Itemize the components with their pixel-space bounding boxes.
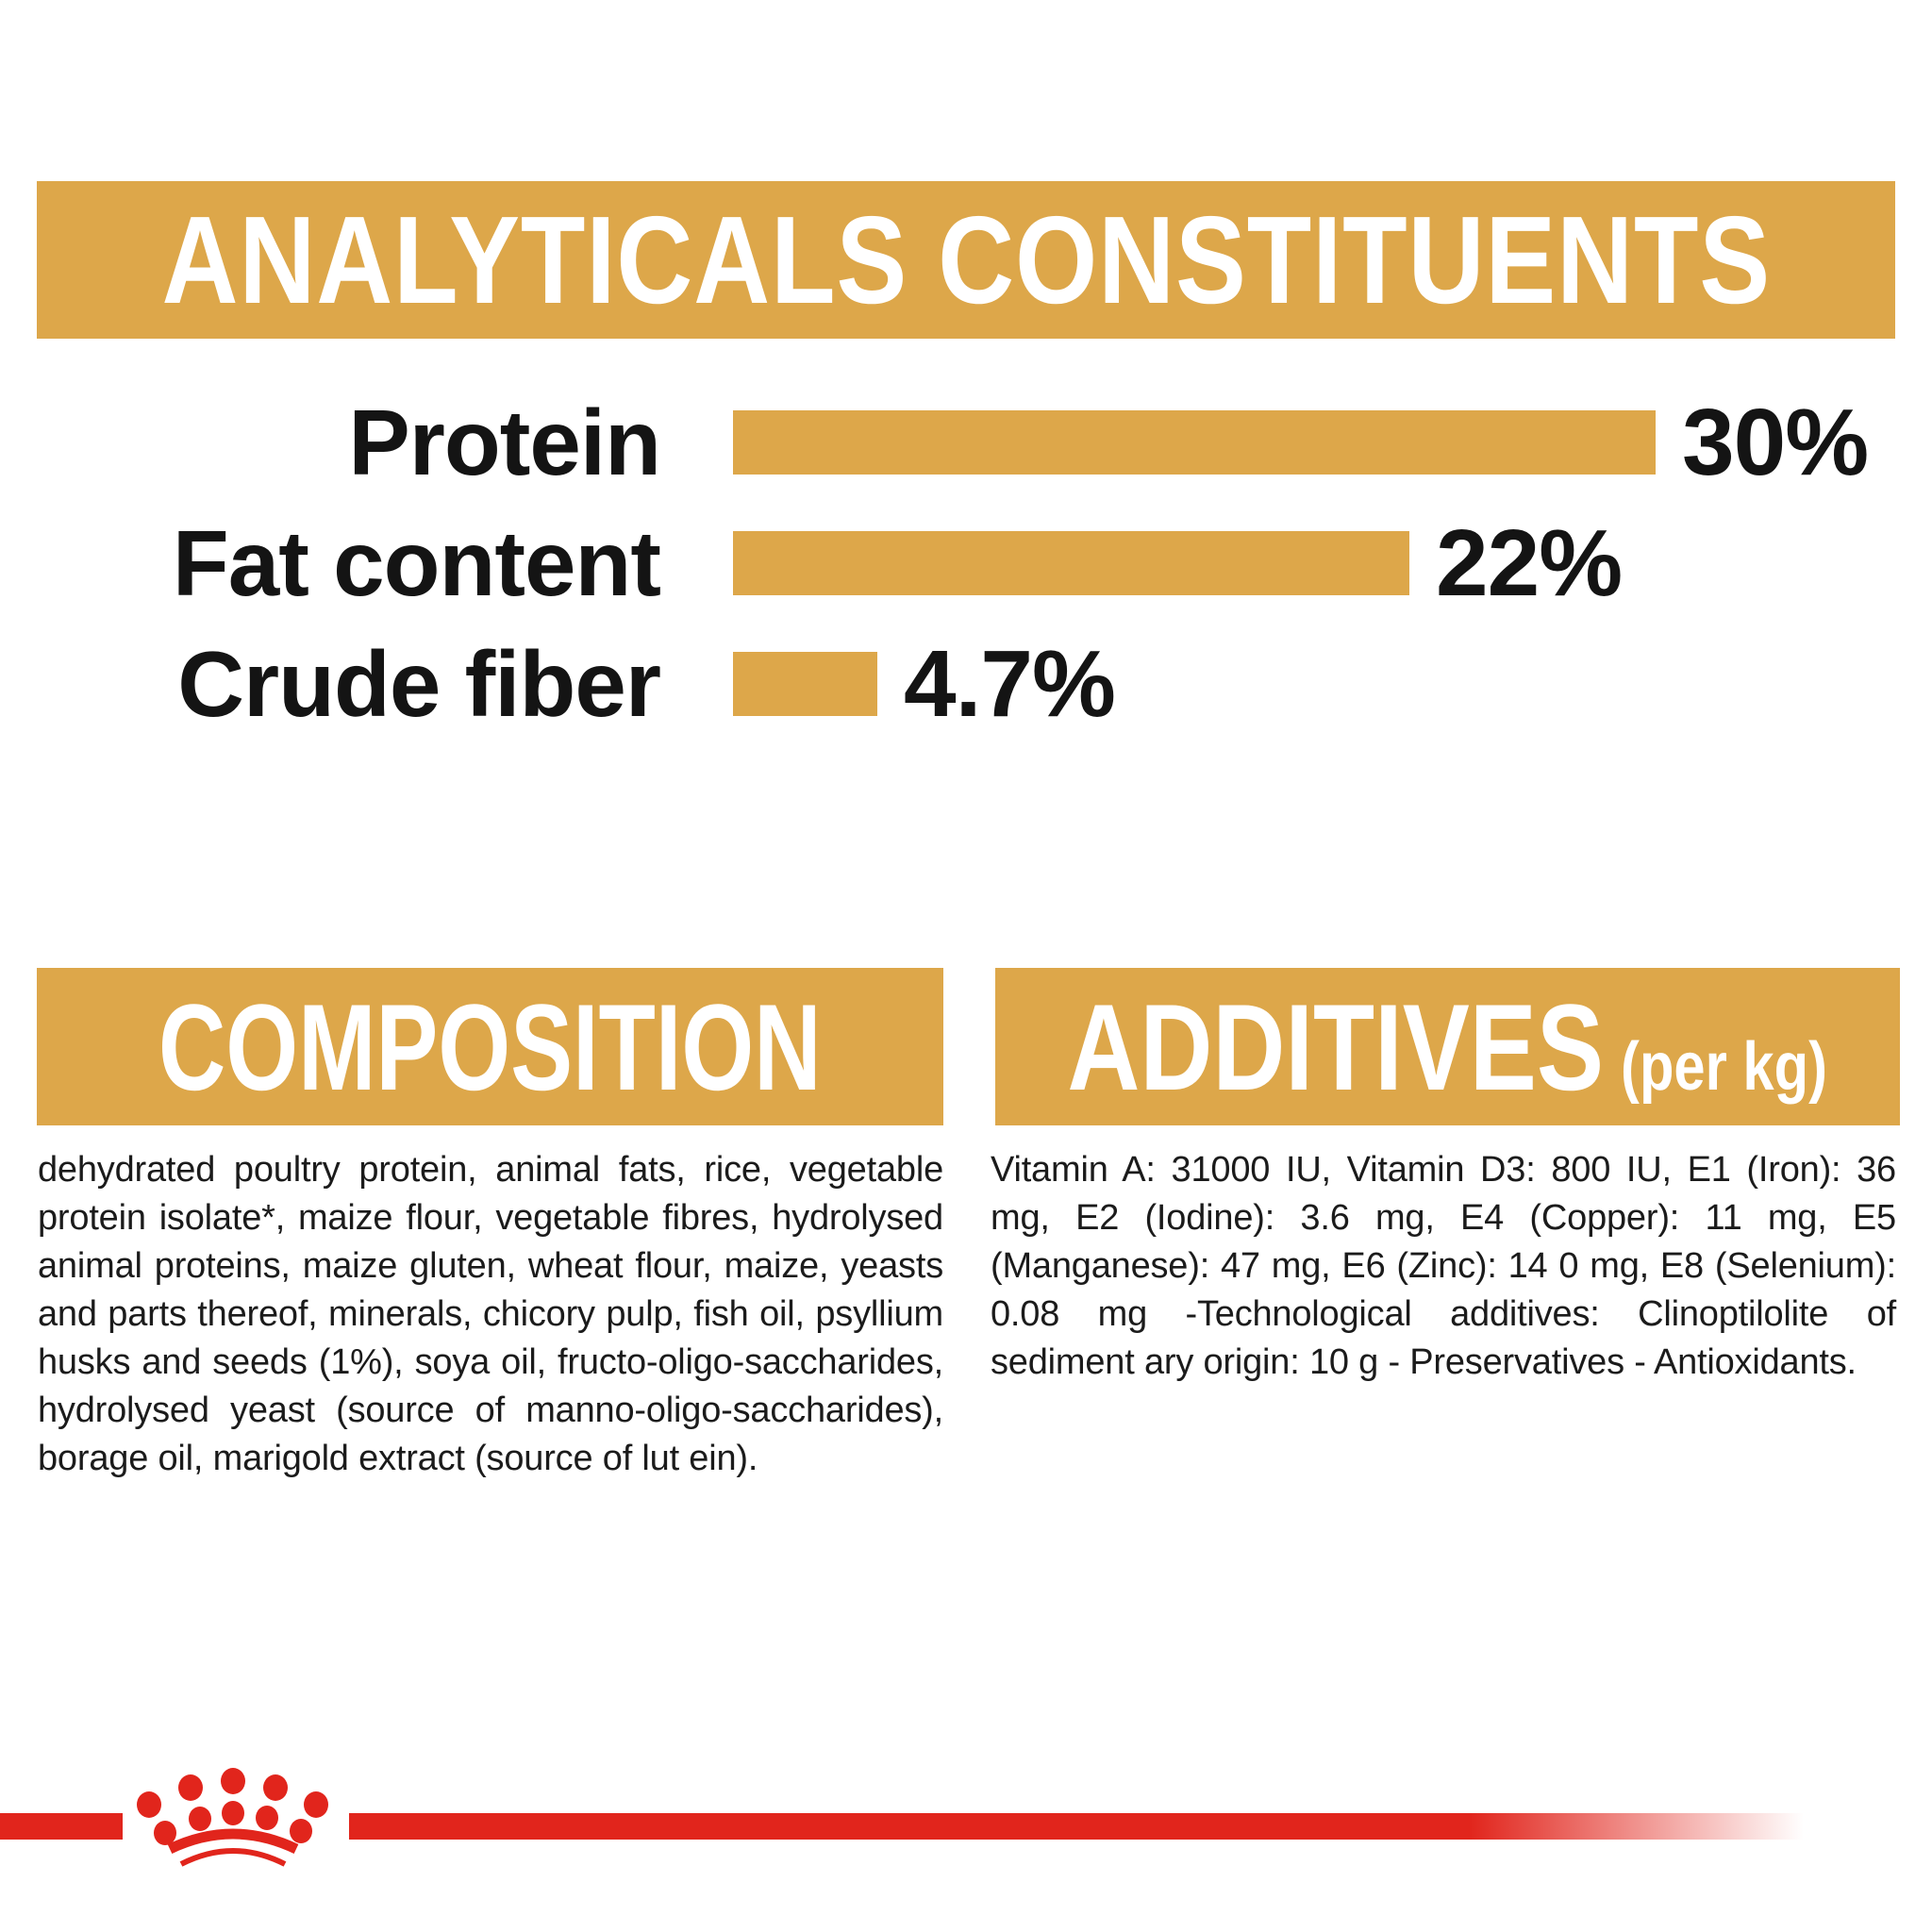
chart-row: Crude fiber 4.7% — [0, 624, 1932, 744]
additives-text: Vitamin A: 31000 IU, Vitamin D3: 800 IU,… — [991, 1150, 1896, 1382]
brand-bar-right — [349, 1813, 1804, 1840]
chart-bar-value: 4.7% — [904, 631, 1116, 737]
composition-text: dehydrated poultry protein, animal fats,… — [38, 1150, 943, 1478]
chart-row-label: Crude fiber — [177, 632, 661, 736]
crown-paw-logo-icon — [137, 1768, 328, 1867]
chart-bar-value: 30% — [1682, 390, 1869, 495]
chart-bar — [733, 410, 1656, 475]
brand-bar-left — [0, 1813, 123, 1840]
additives-title: ADDITIVES — [1067, 977, 1605, 1116]
chart-bar — [733, 652, 877, 716]
chart-bar-value: 22% — [1436, 510, 1623, 616]
chart-row-label: Fat content — [172, 511, 661, 615]
additives-banner: ADDITIVES (per kg) — [995, 968, 1900, 1125]
analyticals-chart: Protein 30% Fat content 22% Crude fiber 4.7% — [0, 382, 1932, 744]
chart-bar — [733, 531, 1409, 595]
composition-banner: COMPOSITION — [37, 968, 943, 1125]
additives-unit: (per kg) — [1621, 1027, 1828, 1105]
chart-row: Fat content 22% — [0, 503, 1932, 624]
chart-row-label: Protein — [348, 391, 661, 494]
analyticals-title: ANALYTICALS CONSTITUENTS — [161, 190, 1771, 329]
chart-row: Protein 30% — [0, 382, 1932, 503]
analyticals-banner: ANALYTICALS CONSTITUENTS — [37, 181, 1895, 339]
composition-title: COMPOSITION — [158, 977, 822, 1116]
